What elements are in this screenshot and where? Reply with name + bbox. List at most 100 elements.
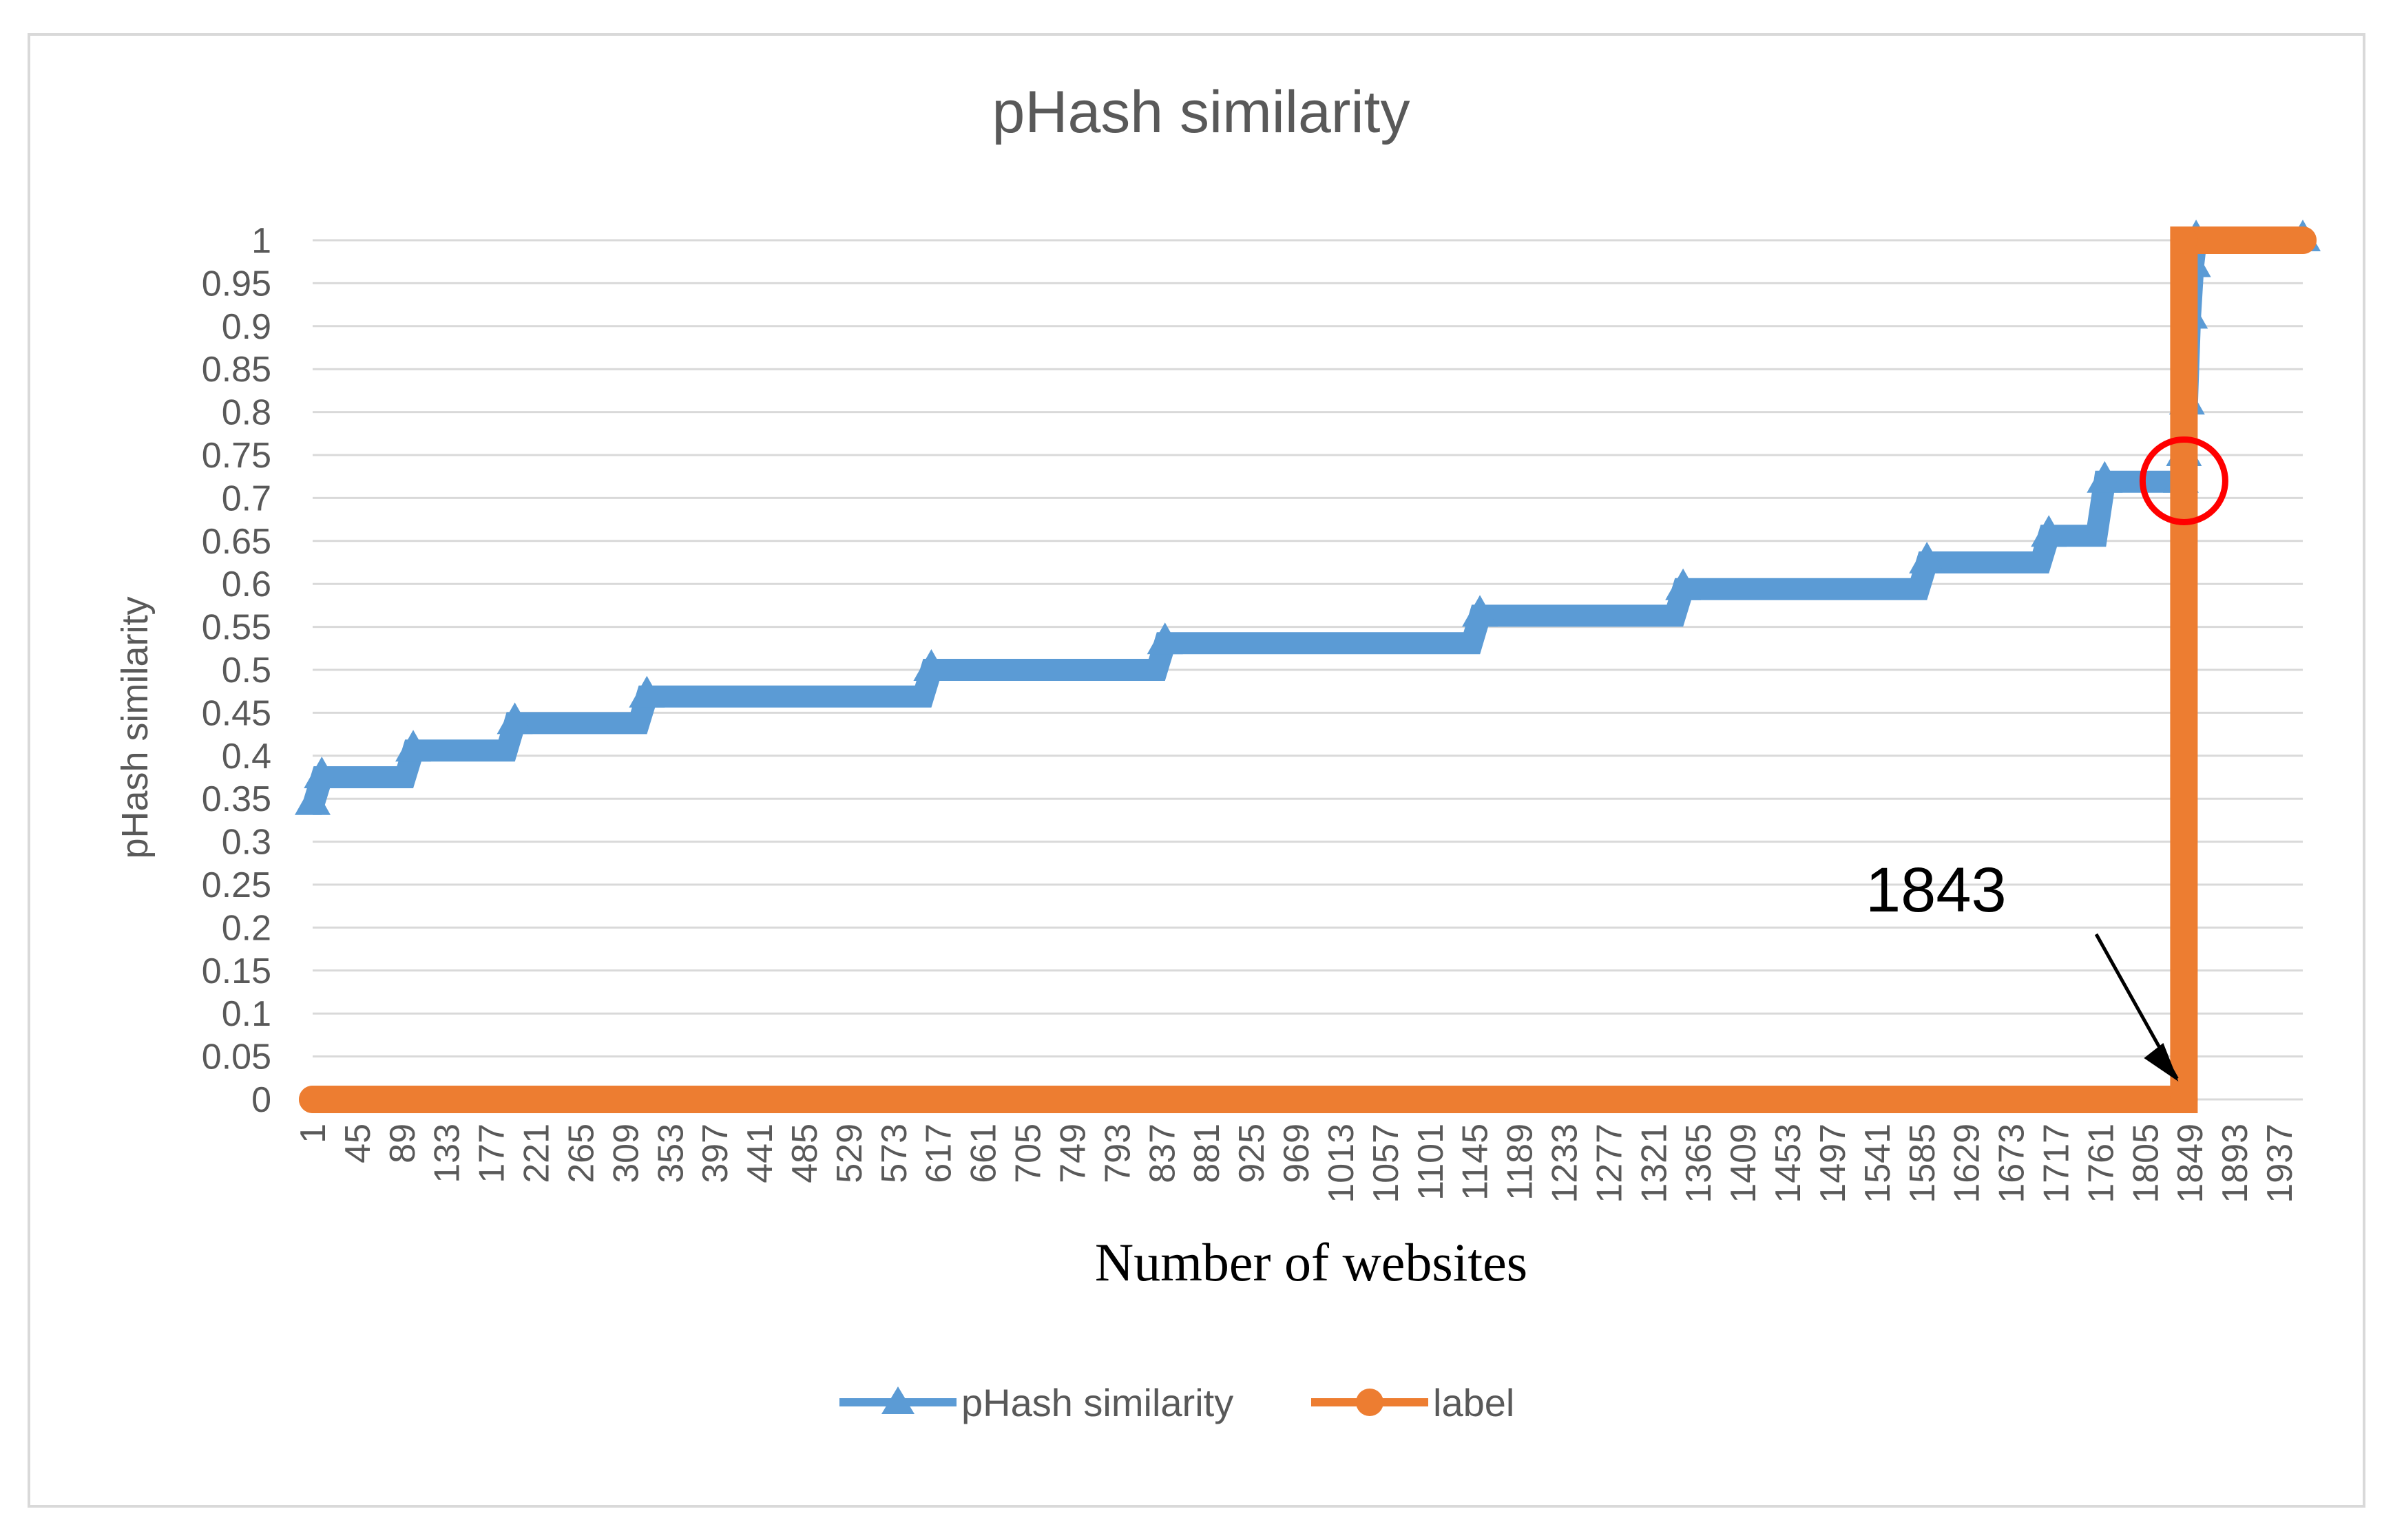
x-tick-label: 1409: [1724, 1124, 1764, 1203]
x-tick-label: 1673: [1992, 1124, 2032, 1203]
chart-title: pHash similarity: [992, 79, 1410, 145]
y-axis-ticks: 00.050.10.150.20.250.30.350.40.450.50.55…: [202, 221, 271, 1120]
annotation-arrowhead: [2144, 1043, 2179, 1082]
x-tick-label: 265: [561, 1124, 601, 1183]
x-tick-label: 1717: [2037, 1124, 2077, 1203]
x-tick-label: 89: [383, 1124, 423, 1163]
x-tick-label: 925: [1232, 1124, 1272, 1183]
y-tick-label: 0.45: [202, 693, 271, 733]
y-tick-label: 0.85: [202, 350, 271, 390]
y-tick-label: 0.05: [202, 1037, 271, 1077]
legend-label-label: label: [1433, 1381, 1514, 1424]
legend: pHash similarity label: [839, 1381, 1514, 1424]
y-tick-label: 0.55: [202, 608, 271, 648]
phash-point: [1462, 595, 1498, 627]
phash-point: [1147, 622, 1183, 655]
y-tick-label: 0.4: [222, 737, 271, 777]
x-tick-label: 353: [651, 1124, 691, 1183]
y-tick-label: 0.75: [202, 436, 271, 476]
x-tick-label: 1057: [1366, 1124, 1406, 1203]
x-tick-label: 573: [875, 1124, 915, 1183]
x-axis-label: Number of websites: [1095, 1232, 1527, 1292]
label-point: [2170, 1086, 2198, 1113]
y-tick-label: 0.6: [222, 565, 271, 604]
phash-point: [1909, 542, 1945, 573]
y-tick-label: 0.9: [222, 307, 271, 347]
x-tick-label: 221: [517, 1124, 557, 1183]
y-tick-label: 0.35: [202, 779, 271, 819]
phash-point: [913, 649, 950, 681]
gridlines: [313, 239, 2303, 1101]
y-tick-label: 0: [251, 1080, 271, 1120]
x-tick-label: 837: [1142, 1124, 1182, 1183]
y-tick-label: 0.95: [202, 264, 271, 304]
x-tick-label: 617: [919, 1124, 959, 1183]
x-axis-ticks: 1 45 89 133 177 221 265 309 353 397 441 485 529 573 61…: [293, 1124, 2300, 1203]
x-tick-label: 1585: [1903, 1124, 1943, 1203]
x-tick-label: 529: [830, 1124, 870, 1183]
y-tick-label: 0.15: [202, 951, 271, 991]
phash-point: [395, 730, 432, 762]
x-tick-label: 1: [293, 1124, 333, 1143]
legend-phash-label: pHash similarity: [961, 1381, 1233, 1424]
x-tick-label: 1277: [1589, 1124, 1629, 1203]
series-lines: [295, 220, 2321, 1113]
x-tick-label: 1629: [1947, 1124, 1987, 1203]
annotations: 1843: [1866, 436, 2228, 1082]
chart: pHash similarity 00.050.10.150.20.250.30…: [114, 79, 2321, 1424]
x-tick-label: 1145: [1456, 1124, 1496, 1201]
y-tick-label: 0.65: [202, 522, 271, 562]
x-tick-label: 661: [964, 1124, 1004, 1183]
x-tick-label: 1805: [2126, 1124, 2166, 1203]
label-point: [2170, 226, 2198, 254]
x-tick-label: 969: [1277, 1124, 1317, 1183]
x-tick-label: 1189: [1501, 1124, 1540, 1201]
y-tick-label: 0.5: [222, 651, 271, 690]
y-axis-label: pHash similarity: [114, 596, 156, 858]
x-tick-label: 309: [606, 1124, 646, 1183]
chart-frame: pHash similarity 0 0.05 0.1 0.15 0.2 0.25 0.3 0…: [28, 33, 2365, 1508]
x-tick-label: 749: [1053, 1124, 1093, 1183]
y-tick-label: 0.3: [222, 823, 271, 863]
x-tick-label: 1761: [2081, 1124, 2121, 1203]
y-tick-label: 0.7: [222, 478, 271, 518]
x-tick-label: 485: [785, 1124, 825, 1183]
y-tick-label: 1: [251, 221, 271, 261]
x-tick-label: 793: [1098, 1124, 1138, 1183]
phash-point: [2087, 461, 2123, 493]
x-tick-label: 1321: [1634, 1124, 1674, 1203]
phash-point: [304, 757, 340, 788]
x-tick-label: 705: [1009, 1124, 1049, 1183]
x-tick-label: 177: [472, 1124, 512, 1183]
y-tick-label: 0.25: [202, 865, 271, 905]
x-tick-label: 1365: [1679, 1124, 1719, 1203]
label-point: [299, 1086, 326, 1113]
y-tick-label: 0.2: [222, 908, 271, 948]
phash-point: [629, 675, 665, 708]
x-tick-label: 1497: [1813, 1124, 1853, 1203]
legend-label-marker: [1356, 1389, 1383, 1416]
y-tick-label: 0.8: [222, 393, 271, 433]
x-tick-label: 1541: [1858, 1124, 1898, 1203]
phash-point: [295, 783, 331, 815]
label-point: [2289, 226, 2317, 254]
phash-point: [2031, 515, 2067, 547]
x-tick-label: 1937: [2260, 1124, 2300, 1203]
phash-point: [1665, 568, 1702, 600]
annotation-circle: [2139, 436, 2228, 525]
x-tick-label: 45: [338, 1124, 378, 1163]
x-tick-label: 1233: [1545, 1124, 1585, 1203]
x-tick-label: 1453: [1768, 1124, 1808, 1203]
x-tick-label: 397: [696, 1124, 735, 1183]
x-tick-label: 1893: [2215, 1124, 2255, 1203]
legend-phash-marker: [881, 1386, 915, 1414]
series-line-0: [303, 229, 2303, 815]
x-tick-label: 1101: [1411, 1124, 1451, 1201]
phash-point: [497, 702, 533, 735]
annotation-1843-label: 1843: [1866, 855, 2007, 925]
x-tick-label: 133: [428, 1124, 468, 1183]
x-tick-label: 1013: [1321, 1124, 1361, 1203]
x-tick-label: 881: [1187, 1124, 1227, 1183]
x-tick-label: 441: [740, 1124, 780, 1183]
x-tick-label: 1849: [2171, 1124, 2211, 1203]
